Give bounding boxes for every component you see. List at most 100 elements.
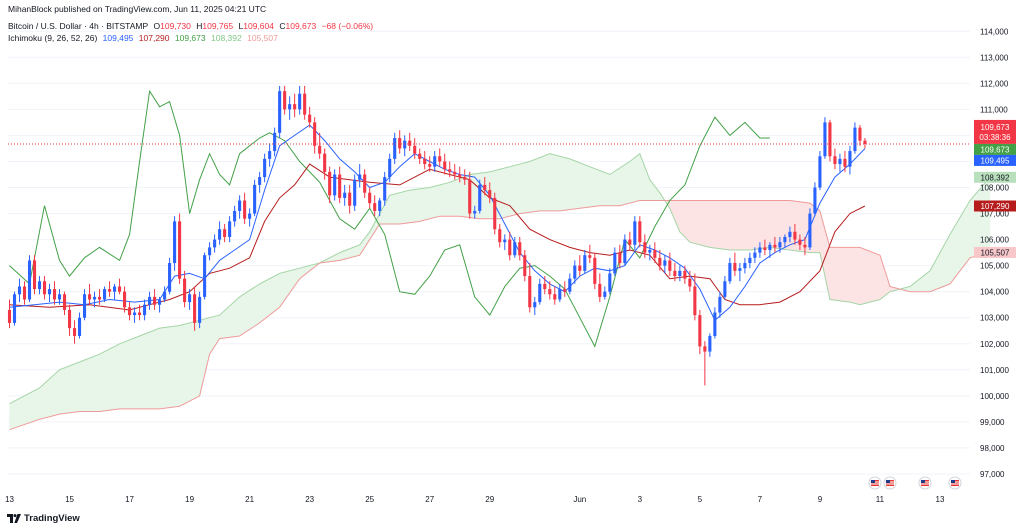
candle: [473, 205, 477, 219]
footer-brand[interactable]: TradingView: [7, 513, 80, 524]
us-flag-event-icon[interactable]: [868, 476, 882, 490]
candle-body: [753, 252, 757, 258]
cloud-segment: [119, 342, 123, 410]
cloud-segment: [49, 375, 53, 418]
candle: [828, 119, 832, 162]
cloud-segment: [689, 200, 693, 244]
candle-body: [703, 346, 707, 352]
candle: [358, 164, 362, 188]
flag-canton: [870, 480, 875, 483]
cloud-segment: [184, 323, 188, 405]
cloud-segment: [96, 353, 100, 412]
candle: [308, 106, 312, 128]
candle: [613, 247, 617, 277]
cloud-segment: [341, 250, 345, 261]
candle-body: [12, 294, 17, 323]
cloud-segment: [241, 293, 245, 335]
candle-body: [723, 281, 727, 297]
price-label-text: 107,290: [981, 202, 1010, 211]
cloud-segment: [451, 179, 456, 217]
leading-span-b-line: [9, 200, 991, 431]
cloud-segment: [154, 328, 158, 410]
candle: [468, 171, 472, 219]
symbol-title[interactable]: Bitcoin / U.S. Dollar · 4h · BITSTAMP: [8, 21, 149, 31]
cloud-segment: [79, 360, 83, 412]
cloud-segment: [426, 187, 431, 220]
candle: [97, 289, 102, 305]
candle: [848, 145, 852, 175]
x-tick-label: 13: [5, 495, 14, 504]
tenkan-value: 109,495: [102, 33, 134, 43]
candle-body: [428, 164, 432, 167]
candle-body: [228, 221, 232, 237]
candle-body: [498, 229, 502, 243]
ichimoku-cloud: [9, 153, 991, 431]
cloud-segment: [524, 161, 528, 214]
cloud-segment: [259, 282, 263, 324]
price-label-text: 105,507: [981, 248, 1010, 257]
cloud-segment: [271, 275, 275, 314]
cloud-segment: [234, 298, 238, 337]
cloud-segment: [581, 163, 586, 209]
candle-body: [278, 91, 282, 133]
cloud-segment: [94, 354, 98, 412]
x-tick-label: 27: [425, 495, 434, 504]
cloud-segment: [59, 368, 63, 415]
candle: [728, 257, 732, 284]
candle: [548, 281, 552, 300]
x-tick-label: Jun: [573, 495, 586, 504]
candle: [593, 252, 597, 290]
candle-body: [238, 200, 242, 211]
candle: [403, 135, 407, 157]
candle: [42, 276, 47, 300]
us-flag-event-icon[interactable]: [918, 476, 932, 490]
cloud-segment: [847, 247, 851, 303]
cloud-segment: [501, 167, 506, 219]
candle-body: [618, 252, 622, 264]
cloud-segment: [156, 327, 160, 410]
x-tick-label: 3: [638, 495, 643, 504]
cloud-segment: [256, 283, 260, 326]
candle: [798, 234, 802, 251]
us-flag-event-icon[interactable]: [948, 476, 962, 490]
candle: [768, 242, 772, 258]
candle: [533, 296, 537, 316]
cloud-segment: [829, 247, 833, 301]
price-label: 107,290: [974, 200, 1016, 212]
cloud-segment: [169, 326, 173, 408]
candle-body: [403, 140, 407, 149]
flag-canton: [920, 480, 925, 483]
y-tick-label: 107,000: [980, 210, 1009, 219]
cloud-segment: [139, 334, 143, 410]
cloud-segment: [964, 203, 968, 266]
cloud-segment: [922, 274, 926, 292]
candle: [483, 177, 487, 196]
cloud-segment: [499, 168, 503, 220]
candle: [373, 195, 377, 217]
cloud-segment: [26, 392, 30, 425]
candle: [843, 151, 847, 172]
candle: [453, 164, 457, 180]
indicator-title[interactable]: Ichimoku (9, 26, 52, 26): [8, 33, 98, 43]
cloud-segment: [511, 164, 516, 216]
cloud-segment: [419, 188, 423, 222]
publish-info: MihanBlock published on TradingView.com,…: [8, 4, 267, 14]
candle: [668, 252, 672, 277]
candle-body: [77, 317, 82, 336]
candlestick-series: [7, 85, 867, 386]
candle: [628, 231, 632, 251]
candle: [398, 130, 402, 154]
cloud-segment: [632, 156, 636, 203]
ohlc-low-label: L: [238, 21, 244, 31]
cloud-segment: [56, 369, 60, 416]
cloud-segment: [171, 325, 175, 408]
cloud-segment: [629, 158, 633, 204]
cloud-segment: [859, 246, 863, 306]
cloud-segment: [962, 207, 966, 269]
us-flag-event-icon[interactable]: [883, 476, 897, 490]
candle: [273, 127, 277, 157]
candle-body: [223, 229, 227, 237]
candle: [563, 281, 567, 297]
candle-body: [778, 242, 782, 248]
